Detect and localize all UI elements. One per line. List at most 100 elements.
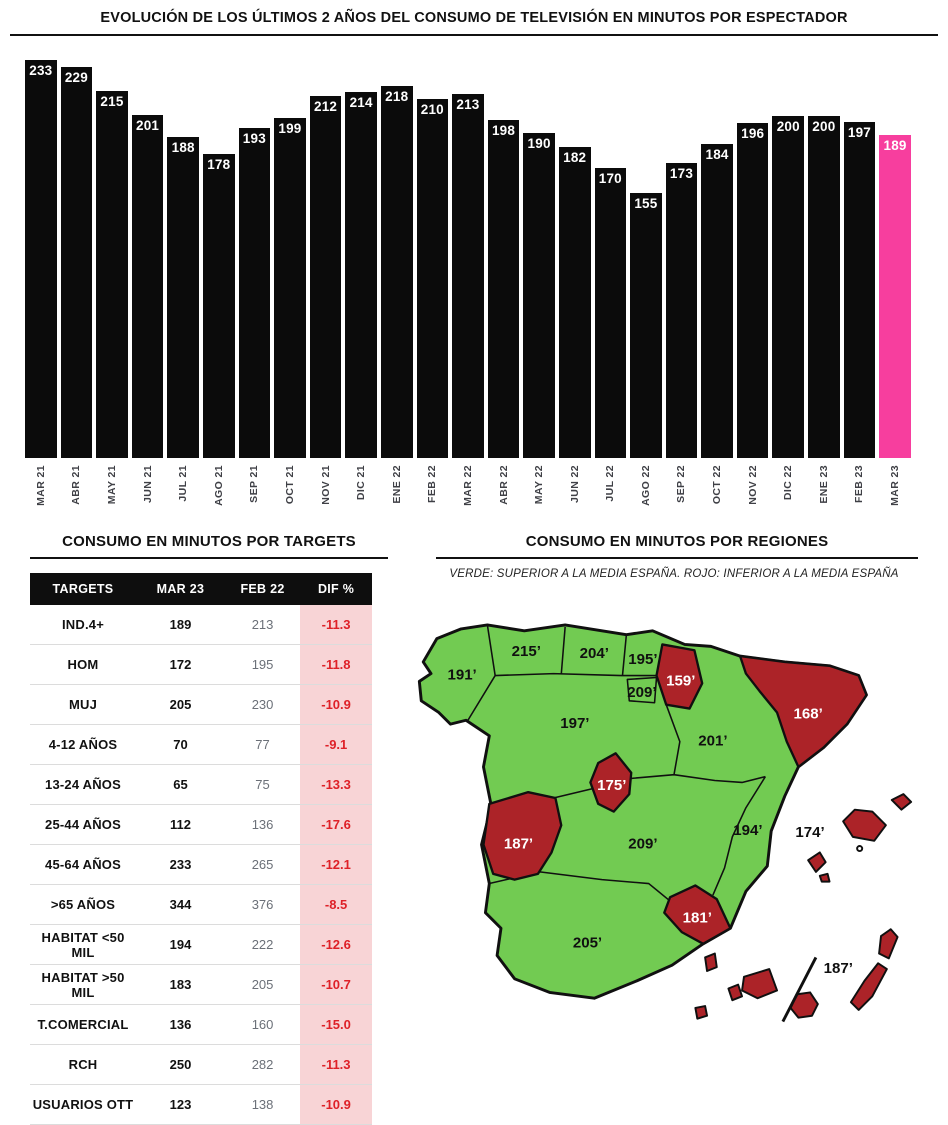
region-label-asturias: 215’ xyxy=(512,643,541,660)
bar-track: 184 xyxy=(701,60,733,458)
col-header-dif: DIF % xyxy=(300,573,372,605)
mar23-cell: 233 xyxy=(136,844,225,885)
chart-column: 233 MAR 21 xyxy=(25,60,57,519)
table-row: HABITAT >50 MIL 183 205 -10.7 xyxy=(30,964,372,1005)
island-menorca xyxy=(890,793,913,811)
x-axis-tick: MAR 23 xyxy=(879,458,911,519)
chart-column: 196 NOV 22 xyxy=(736,60,769,519)
dif-cell: -10.9 xyxy=(300,684,372,725)
region-navarra xyxy=(655,643,704,710)
feb22-cell: 230 xyxy=(224,684,301,725)
mar23-cell: 189 xyxy=(136,605,225,645)
x-tick-label: OCT 22 xyxy=(711,465,724,505)
bar-track: 213 xyxy=(452,60,484,458)
targets-title: CONSUMO EN MINUTOS POR TARGETS xyxy=(30,533,388,559)
bar-value: 190 xyxy=(527,136,551,152)
bar-value: 198 xyxy=(491,122,516,138)
dif-cell: -8.5 xyxy=(300,884,372,925)
bar-track: 199 xyxy=(274,60,306,458)
x-tick-label: ENE 23 xyxy=(817,465,830,504)
bar-track: 189 xyxy=(879,60,911,458)
x-axis-tick: FEB 22 xyxy=(417,458,449,519)
dif-cell: -17.6 xyxy=(300,804,372,845)
table-row: RCH 250 282 -11.3 xyxy=(30,1044,372,1085)
mar23-cell: 172 xyxy=(136,644,225,685)
regions-legend-note: VERDE: SUPERIOR A LA MEDIA ESPAÑA. ROJO:… xyxy=(449,568,899,580)
x-tick-label: SEP 22 xyxy=(675,465,688,503)
x-axis-tick: MAR 21 xyxy=(25,458,57,519)
bar-ago-21: 178 xyxy=(202,153,235,458)
chart-column: 215 MAY 21 xyxy=(96,60,128,519)
x-tick-label: FEB 22 xyxy=(426,465,439,503)
regions-title: CONSUMO EN MINUTOS POR REGIONES xyxy=(436,533,918,559)
bar-feb-23: 197 xyxy=(843,121,876,458)
region-label-baleares: 174’ xyxy=(795,824,824,841)
chart-column: 193 SEP 21 xyxy=(238,60,271,519)
dif-cell: -15.0 xyxy=(300,1004,372,1045)
bar-dic-21: 214 xyxy=(345,92,377,458)
targets-table: TARGETS MAR 23 FEB 22 DIF % IND.4+ 189 213… xyxy=(30,573,372,1125)
table-row: 4-12 AÑOS 70 77 -9.1 xyxy=(30,724,372,765)
feb22-cell: 205 xyxy=(224,964,301,1005)
x-tick-label: MAY 21 xyxy=(105,465,118,505)
bar-track: 155 xyxy=(630,60,662,458)
table-row: MUJ 205 230 -10.9 xyxy=(30,684,372,725)
chart-column: 214 DIC 21 xyxy=(345,60,377,519)
mar23-cell: 112 xyxy=(136,804,225,845)
bar-jul-21: 188 xyxy=(167,136,199,458)
mar23-cell: 250 xyxy=(136,1044,225,1085)
bar-value: 170 xyxy=(598,170,622,186)
bar-track: 215 xyxy=(96,60,128,458)
table-row: >65 AÑOS 344 376 -8.5 xyxy=(30,884,372,925)
target-cell: HABITAT <50 MIL xyxy=(30,924,137,965)
bar-may-22: 190 xyxy=(523,133,555,458)
x-tick-label: MAR 23 xyxy=(889,465,902,506)
feb22-cell: 282 xyxy=(224,1044,301,1085)
bar-value: 200 xyxy=(776,119,800,135)
x-axis-tick: SEP 22 xyxy=(666,458,698,519)
mar23-cell: 194 xyxy=(136,924,225,965)
regions-section: CONSUMO EN MINUTOS POR REGIONES VERDE: S… xyxy=(400,533,948,1125)
bar-ago-22: 155 xyxy=(630,193,662,458)
region-label-extremadura: 187’ xyxy=(504,836,533,853)
region-label-castilla-y-leon: 197’ xyxy=(560,715,589,732)
bar-track: 173 xyxy=(665,60,698,458)
target-cell: T.COMERCIAL xyxy=(30,1004,137,1045)
target-cell: 25-44 AÑOS xyxy=(30,804,137,845)
feb22-cell: 136 xyxy=(224,804,301,845)
bar-track: 198 xyxy=(487,60,520,458)
bar-value: 188 xyxy=(171,139,195,155)
dif-cell: -11.3 xyxy=(300,1044,372,1085)
target-cell: IND.4+ xyxy=(30,605,137,645)
chart-column: 198 ABR 22 xyxy=(487,60,520,519)
bar-track: 200 xyxy=(808,60,840,458)
region-label-castilla-la-mancha: 209’ xyxy=(628,836,657,853)
chart-column: 201 JUN 21 xyxy=(131,60,164,519)
table-row: T.COMERCIAL 136 160 -15.0 xyxy=(30,1004,372,1045)
bar-nov-21: 212 xyxy=(309,95,342,458)
x-axis-tick: MAY 21 xyxy=(96,458,128,519)
island-tenerife xyxy=(741,968,779,1000)
mar23-cell: 65 xyxy=(136,764,225,805)
region-label-pais-vasco: 195’ xyxy=(628,651,657,668)
bar-value: 233 xyxy=(29,63,53,78)
feb22-cell: 77 xyxy=(224,724,301,765)
chart-column: 178 AGO 21 xyxy=(202,60,235,519)
region-label-canarias: 187’ xyxy=(824,960,853,977)
bar-abr-21: 229 xyxy=(60,66,93,458)
dif-cell: -9.1 xyxy=(300,724,372,765)
x-tick-label: OCT 21 xyxy=(283,465,296,505)
chart-column: 210 FEB 22 xyxy=(416,60,449,519)
bar-value: 197 xyxy=(847,124,872,140)
target-cell: 45-64 AÑOS xyxy=(30,844,137,885)
bar-track: 201 xyxy=(131,60,164,458)
dif-cell: -11.8 xyxy=(300,644,372,685)
x-axis-tick: ENE 23 xyxy=(808,458,840,519)
table-row: IND.4+ 189 213 -11.3 xyxy=(30,605,372,645)
bar-oct-22: 184 xyxy=(701,143,733,458)
region-label-cantabria: 204’ xyxy=(580,645,609,662)
bar-value: 155 xyxy=(634,196,658,212)
x-tick-label: JUL 21 xyxy=(177,465,190,502)
bar-value: 189 xyxy=(883,138,907,154)
target-cell: MUJ xyxy=(30,684,137,725)
